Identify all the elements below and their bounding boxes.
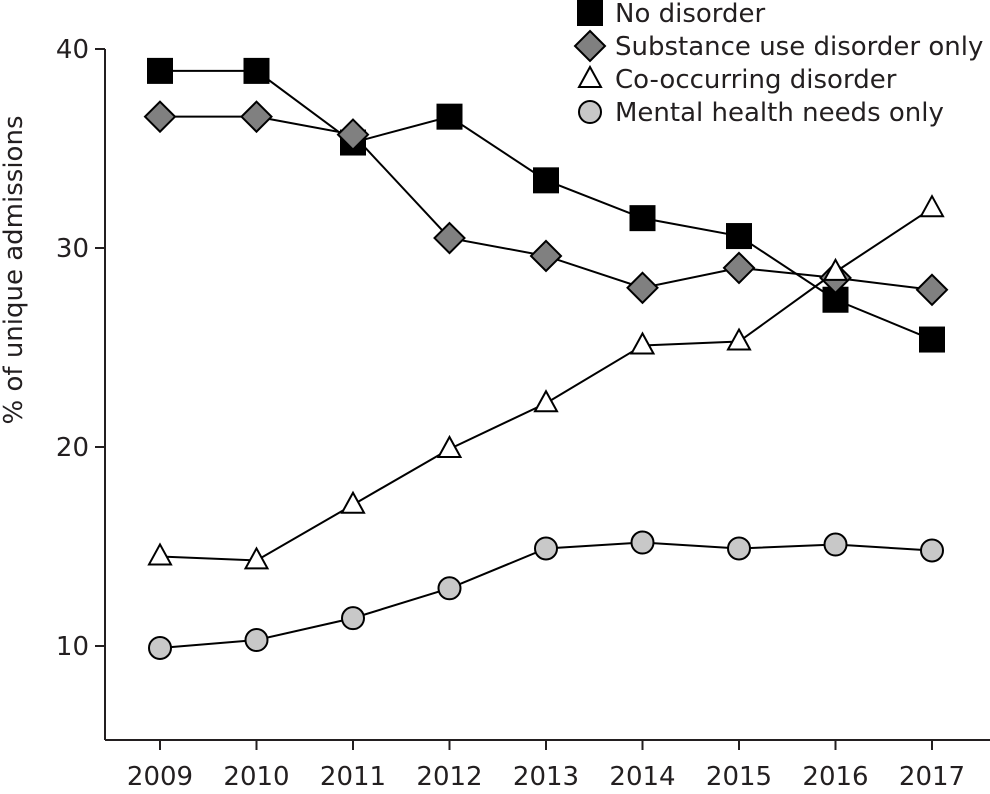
data-point-mental-health-needs-only bbox=[148, 635, 172, 660]
data-point-substance-use-disorder-only bbox=[529, 239, 563, 273]
x-tick-label: 2010 bbox=[223, 762, 289, 790]
data-point-co-occurring-disorder bbox=[243, 546, 270, 570]
series-substance-use-disorder-only bbox=[143, 100, 949, 307]
data-point-co-occurring-disorder bbox=[726, 327, 752, 351]
data-point-co-occurring-disorder bbox=[629, 331, 656, 355]
data-point-substance-use-disorder-only bbox=[915, 273, 949, 307]
legend-marker-diamond bbox=[573, 29, 607, 63]
data-point-no-disorder bbox=[726, 223, 752, 250]
y-axis-label: % of unique admissions bbox=[0, 116, 29, 425]
x-tick-label: 2017 bbox=[899, 762, 965, 790]
data-point-no-disorder bbox=[243, 57, 270, 84]
x-tick-label: 2009 bbox=[127, 762, 193, 790]
data-point-no-disorder bbox=[629, 205, 656, 232]
data-point-no-disorder bbox=[533, 167, 559, 194]
series-no-disorder bbox=[147, 57, 945, 353]
x-tick-label: 2014 bbox=[609, 762, 675, 790]
y-tick-label: 40 bbox=[56, 35, 89, 65]
legend-item: Co-occurring disorder bbox=[577, 64, 897, 95]
y-tick-label: 20 bbox=[56, 433, 89, 463]
data-point-substance-use-disorder-only bbox=[433, 221, 466, 255]
data-point-no-disorder bbox=[919, 326, 945, 353]
y-tick-label: 30 bbox=[56, 234, 89, 264]
data-point-substance-use-disorder-only bbox=[626, 271, 659, 305]
data-point-mental-health-needs-only bbox=[534, 536, 558, 561]
data-point-co-occurring-disorder bbox=[822, 257, 849, 281]
data-point-no-disorder bbox=[436, 103, 463, 130]
legend-marker-square bbox=[577, 0, 603, 26]
data-point-co-occurring-disorder bbox=[919, 194, 945, 218]
data-point-substance-use-disorder-only bbox=[336, 118, 370, 151]
x-tick-label: 2016 bbox=[802, 762, 868, 790]
data-point-co-occurring-disorder bbox=[533, 389, 559, 413]
data-point-mental-health-needs-only bbox=[727, 536, 751, 561]
legend-item: Mental health needs only bbox=[578, 98, 944, 128]
legend-marker-triangle bbox=[577, 64, 603, 88]
x-tick-label: 2013 bbox=[513, 762, 579, 790]
series-group bbox=[143, 57, 949, 660]
data-point-mental-health-needs-only bbox=[630, 530, 655, 555]
x-tick-label: 2015 bbox=[706, 762, 772, 790]
legend-label: Co-occurring disorder bbox=[615, 65, 897, 95]
data-point-co-occurring-disorder bbox=[147, 542, 173, 566]
legend-item: No disorder bbox=[577, 0, 766, 29]
legend-item: Substance use disorder only bbox=[573, 29, 983, 63]
data-point-co-occurring-disorder bbox=[340, 490, 366, 514]
legend-label: Mental health needs only bbox=[615, 98, 944, 128]
x-tick-label: 2012 bbox=[416, 762, 482, 790]
legend-marker-circle bbox=[578, 100, 602, 124]
data-point-mental-health-needs-only bbox=[341, 606, 365, 631]
data-point-substance-use-disorder-only bbox=[240, 100, 273, 134]
axes: 10 20 30 40 2009 2010 2011 2012 2013 2014 2015 2016… bbox=[56, 35, 990, 792]
x-tick-label: 2011 bbox=[320, 762, 386, 790]
data-point-mental-health-needs-only bbox=[244, 628, 269, 653]
legend: No disorder Substance use disorder onlyCo… bbox=[573, 0, 983, 128]
series-mental-health-needs-only bbox=[148, 530, 944, 660]
data-point-mental-health-needs-only bbox=[437, 576, 462, 601]
data-point-mental-health-needs-only bbox=[823, 532, 848, 557]
data-point-substance-use-disorder-only bbox=[143, 100, 177, 134]
legend-label: Substance use disorder only bbox=[615, 32, 983, 62]
data-point-substance-use-disorder-only bbox=[722, 251, 756, 285]
data-point-co-occurring-disorder bbox=[436, 434, 463, 458]
data-point-mental-health-needs-only bbox=[920, 538, 944, 563]
data-point-no-disorder bbox=[147, 57, 173, 84]
y-tick-label: 10 bbox=[56, 632, 89, 662]
legend-label: No disorder bbox=[615, 0, 766, 29]
series-co-occurring-disorder bbox=[147, 194, 945, 570]
